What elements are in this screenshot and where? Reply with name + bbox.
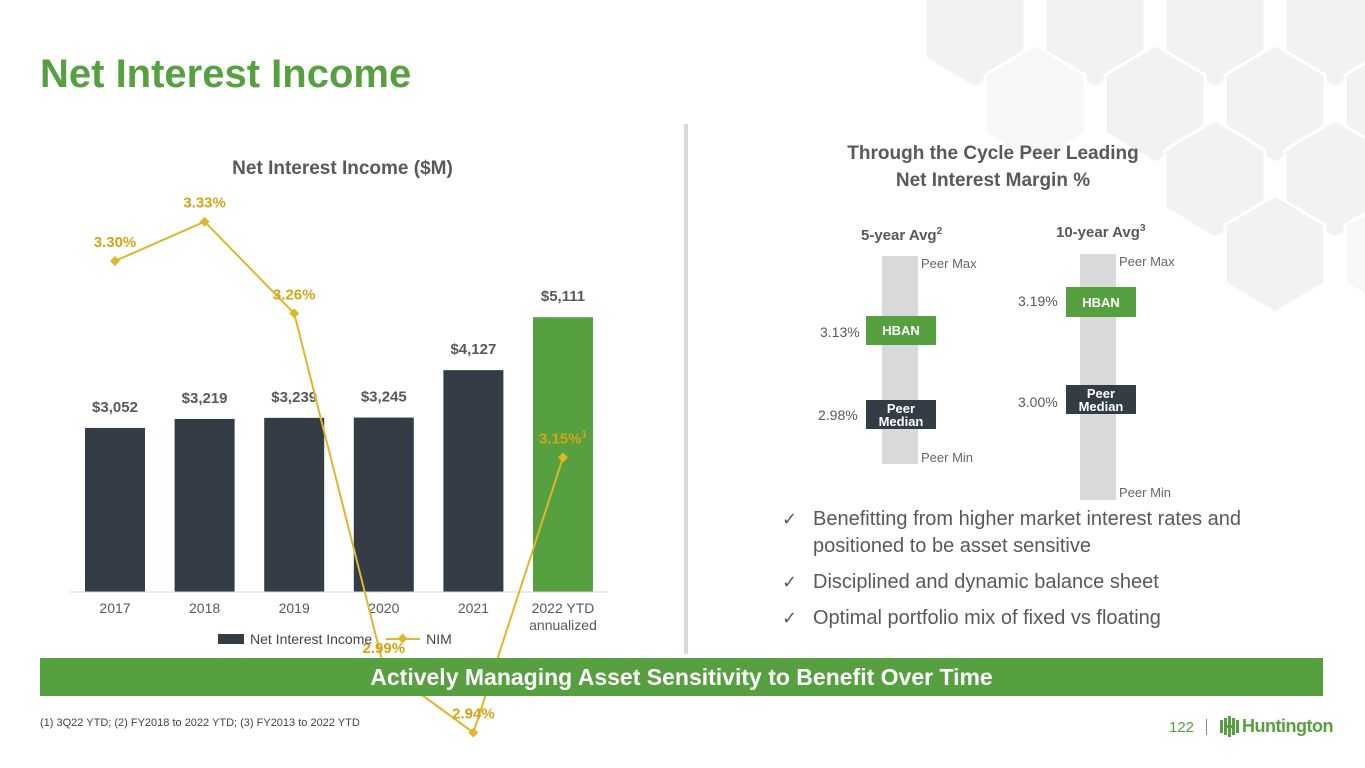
summary-banner-text: Actively Managing Asset Sensitivity to B…	[370, 663, 993, 690]
margin-panel-title-line1: Through the Cycle Peer Leading	[847, 143, 1139, 164]
five-year-median-value: 2.98%	[818, 407, 858, 423]
nii-bar-label: $4,127	[450, 341, 496, 358]
chart-title: Net Interest Income ($M)	[232, 158, 453, 179]
ten-year-footnote-mark: 3	[1139, 223, 1146, 234]
check-icon: ✓	[782, 509, 798, 530]
ten-year-heading: 10-year Avg3	[1056, 223, 1146, 241]
nii-bar	[264, 417, 325, 592]
ten-year-heading-text: 10-year Avg	[1056, 224, 1140, 241]
page-number: 122	[1169, 719, 1195, 736]
legend-nii-label: Net Interest Income	[250, 631, 373, 647]
nii-bar	[443, 370, 504, 592]
legend-bar-swatch	[218, 634, 244, 644]
margin-panel-title-line2: Net Interest Margin %	[895, 170, 1091, 191]
x-tick-label: 2022 YTD annualized	[529, 600, 597, 633]
summary-banner: Actively Managing Asset Sensitivity to B…	[40, 658, 1323, 696]
nim-label: 3.33%	[183, 195, 226, 212]
nii-bar-label: $3,239	[271, 389, 317, 406]
page-title: Net Interest Income	[40, 52, 412, 96]
five-year-median-marker: Peer Median	[866, 400, 936, 429]
legend-line-swatch	[386, 638, 421, 640]
five-year-peer-min: Peer Min	[921, 450, 974, 465]
bullet-item: ✓ Optimal portfolio mix of fixed vs float…	[782, 605, 1252, 632]
nii-bar	[353, 417, 414, 592]
five-year-footnote-mark: 2	[936, 226, 943, 237]
nim-point	[289, 308, 300, 319]
nim-point	[558, 452, 568, 463]
brand-logo: Huntington	[1220, 716, 1333, 737]
ten-year-hban-value: 3.19%	[1018, 293, 1058, 309]
five-year-hban-marker: HBAN	[866, 316, 936, 345]
nim-point	[468, 727, 479, 738]
nii-bar-label: $3,219	[182, 390, 228, 407]
bullet-item: ✓ Benefitting from higher market interest…	[782, 506, 1252, 560]
five-year-peer-max: Peer Max	[921, 256, 977, 271]
five-year-range-bar	[882, 256, 918, 464]
nim-label: 3.26%	[273, 286, 316, 303]
nii-bar-label: $3,245	[361, 389, 407, 406]
x-tick-label: 2018	[189, 600, 220, 616]
ten-year-median-value: 3.00%	[1018, 394, 1058, 410]
x-tick-label: 2021	[458, 600, 489, 616]
nim-label: 2.94%	[452, 706, 495, 723]
ten-year-peer-min: Peer Min	[1119, 485, 1172, 500]
nii-chart: $3,052 $3,219 $3,239 $3,245 $4,127 $5,111 2017…	[70, 195, 608, 738]
footnote: (1) 3Q22 YTD; (2) FY2018 to 2022 YTD; (3…	[40, 717, 360, 729]
nii-bar-label: $3,052	[92, 399, 138, 416]
bullet-text: Benefitting from higher market interest …	[813, 508, 1241, 557]
nim-label: 2.99%	[363, 640, 406, 657]
hexagon-background	[923, 0, 1365, 315]
x-tick-label: 2020	[368, 600, 399, 616]
margin-panel-title: Through the Cycle Peer Leading Net Inter…	[780, 140, 1206, 194]
chart-legend: Net Interest Income NIM	[218, 631, 452, 647]
bullet-list: ✓ Benefitting from higher market interest…	[782, 506, 1252, 641]
panel-divider	[684, 124, 688, 654]
five-year-median-label-2: Median	[878, 413, 924, 429]
x-tick-label: 2017	[99, 600, 130, 616]
brand-name: Huntington	[1242, 716, 1333, 736]
five-year-heading-text: 5-year Avg	[861, 227, 937, 244]
bullet-text: Disciplined and dynamic balance sheet	[813, 571, 1159, 593]
nim-label: 3.30%	[94, 234, 137, 251]
ten-year-median-label-2: Median	[1078, 398, 1124, 414]
ten-year-hban-marker: HBAN	[1066, 287, 1136, 317]
nim-point	[110, 256, 120, 266]
check-icon: ✓	[782, 572, 798, 593]
five-year-median-label-1: Peer	[886, 400, 916, 416]
ten-year-peer-max: Peer Max	[1119, 254, 1175, 269]
ten-year-median-label-1: Peer	[1086, 385, 1116, 401]
bullet-text: Optimal portfolio mix of fixed vs floati…	[813, 607, 1161, 629]
five-year-heading: 5-year Avg2	[861, 226, 942, 244]
nii-bar-label: $5,111	[541, 288, 585, 305]
legend-nim-label: NIM	[426, 631, 452, 647]
footer-separator	[1206, 719, 1207, 735]
huntington-logo-icon	[1220, 716, 1239, 737]
check-icon: ✓	[782, 608, 798, 629]
nii-bar	[85, 427, 145, 592]
nii-bar	[174, 418, 235, 592]
ten-year-median-marker: Peer Median	[1066, 385, 1136, 414]
x-tick-label: 2019	[279, 600, 310, 616]
nim-label: 3.15%1	[539, 430, 588, 448]
bullet-item: ✓ Disciplined and dynamic balance sheet	[782, 569, 1252, 596]
five-year-hban-value: 3.13%	[820, 324, 860, 340]
nim-point	[199, 216, 210, 227]
